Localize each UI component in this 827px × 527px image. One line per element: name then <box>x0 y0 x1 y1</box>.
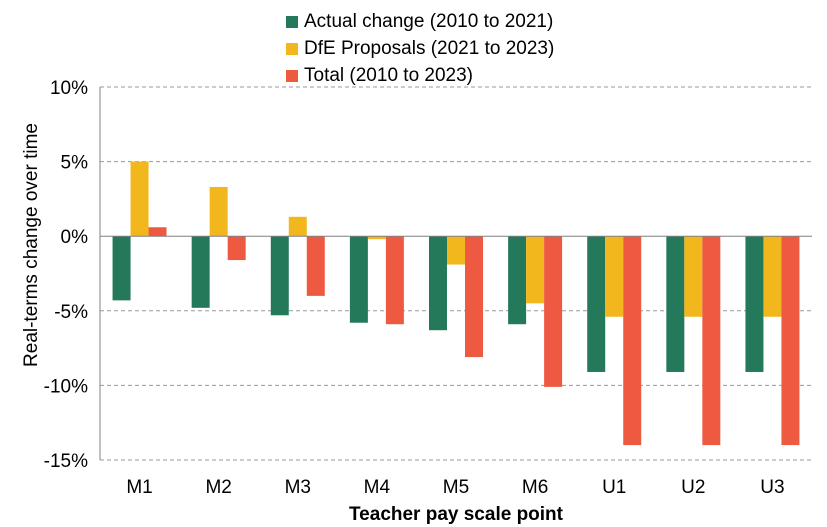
legend-swatch-total <box>286 69 298 82</box>
legend-label-actual: Actual change (2010 to 2021) <box>304 10 554 32</box>
legend-swatch-dfe-proposals <box>286 42 298 55</box>
bar-U3-series-3 <box>781 236 800 446</box>
x-tick-label: M2 <box>205 477 231 498</box>
bar-M4-series-1 <box>349 236 368 323</box>
bar-U1-series-3 <box>623 236 642 446</box>
bar-M6-series-1 <box>508 236 527 325</box>
bar-M4-series-3 <box>385 236 404 325</box>
bar-M2-series-2 <box>209 186 228 237</box>
x-axis-title: Teacher pay scale point <box>349 504 564 525</box>
y-tick-label: -15% <box>44 451 88 472</box>
bar-U2-series-3 <box>702 236 721 446</box>
x-tick-label: M5 <box>443 477 469 498</box>
x-tick-label: U2 <box>681 477 705 498</box>
y-tick-label: 0% <box>61 227 89 248</box>
bar-M3-series-2 <box>288 216 307 237</box>
x-tick-label: U3 <box>760 477 784 498</box>
y-axis-title: Real-terms change over time <box>21 123 42 367</box>
y-tick-label: 10% <box>50 78 88 99</box>
legend-item-actual: Actual change (2010 to 2021) <box>286 8 554 35</box>
bar-U3-series-1 <box>745 236 764 372</box>
bar-U1-series-1 <box>587 236 606 372</box>
x-tick-label: U1 <box>602 477 626 498</box>
x-tick-label: M3 <box>285 477 311 498</box>
bar-U3-series-2 <box>763 236 782 317</box>
bar-M1-series-1 <box>112 236 131 301</box>
x-tick-label: M6 <box>522 477 548 498</box>
chart-legend: Actual change (2010 to 2021) DfE Proposa… <box>286 8 554 89</box>
bar-M3-series-3 <box>306 236 325 296</box>
bar-M4-series-2 <box>367 236 386 240</box>
legend-item-dfe-proposals: DfE Proposals (2021 to 2023) <box>286 35 554 62</box>
bar-M5-series-1 <box>429 236 447 331</box>
y-tick-label: 5% <box>61 153 89 174</box>
x-tick-label: M4 <box>364 477 391 498</box>
bar-M6-series-2 <box>526 236 545 304</box>
y-tick-label: -10% <box>44 376 88 397</box>
bar-M2-series-1 <box>191 236 210 308</box>
bar-M3-series-1 <box>270 236 289 316</box>
y-tick-label: -5% <box>54 302 88 323</box>
bar-M5-series-3 <box>465 236 483 358</box>
bar-M1-series-3 <box>148 227 167 237</box>
legend-label-total: Total (2010 to 2023) <box>304 64 474 86</box>
bar-M2-series-3 <box>227 236 246 261</box>
bar-M6-series-3 <box>544 236 563 387</box>
legend-label-dfe-proposals: DfE Proposals (2021 to 2023) <box>304 37 555 59</box>
legend-swatch-actual <box>286 15 298 28</box>
x-tick-label: M1 <box>126 477 152 498</box>
bar-U2-series-1 <box>666 236 685 372</box>
legend-item-total: Total (2010 to 2023) <box>286 62 554 89</box>
bar-U1-series-2 <box>605 236 624 317</box>
bar-U2-series-2 <box>684 236 703 317</box>
bar-M5-series-2 <box>447 236 465 265</box>
bar-M1-series-2 <box>130 161 149 237</box>
